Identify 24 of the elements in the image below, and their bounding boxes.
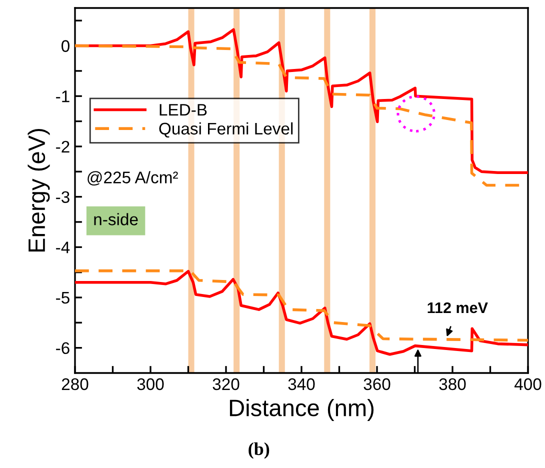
x-tick-label: 320: [212, 378, 240, 390]
annotation: 112 meV: [428, 302, 488, 314]
line-series: [75, 269, 528, 342]
x-tick-label: 340: [288, 378, 315, 390]
x-tick-label: 400: [514, 378, 542, 390]
y-tick-label: -6: [56, 342, 70, 354]
x-tick-label: 360: [364, 378, 390, 390]
legend-label: LED-B: [160, 104, 207, 116]
y-axis-title: Energy (eV): [28, 128, 50, 252]
y-tick-label: 0: [62, 40, 70, 52]
x-tick-label: 280: [62, 378, 88, 390]
line-series: [75, 270, 528, 356]
x-axis-title: Distance (nm): [230, 398, 374, 421]
annotation: n-side: [94, 213, 138, 226]
annotation: @225 A/cm²: [88, 171, 178, 186]
y-tick-label: -3: [56, 191, 70, 203]
text: (b): [248, 442, 270, 459]
x-tick-label: 380: [439, 378, 466, 390]
legend-label: Quasi Fermi Level: [159, 122, 293, 138]
y-tick-label: -4: [56, 242, 70, 254]
y-tick-label: -5: [56, 292, 70, 304]
y-tick-label: -1: [56, 90, 70, 102]
x-tick-label: 300: [137, 378, 164, 390]
y-tick-label: -2: [56, 140, 70, 152]
